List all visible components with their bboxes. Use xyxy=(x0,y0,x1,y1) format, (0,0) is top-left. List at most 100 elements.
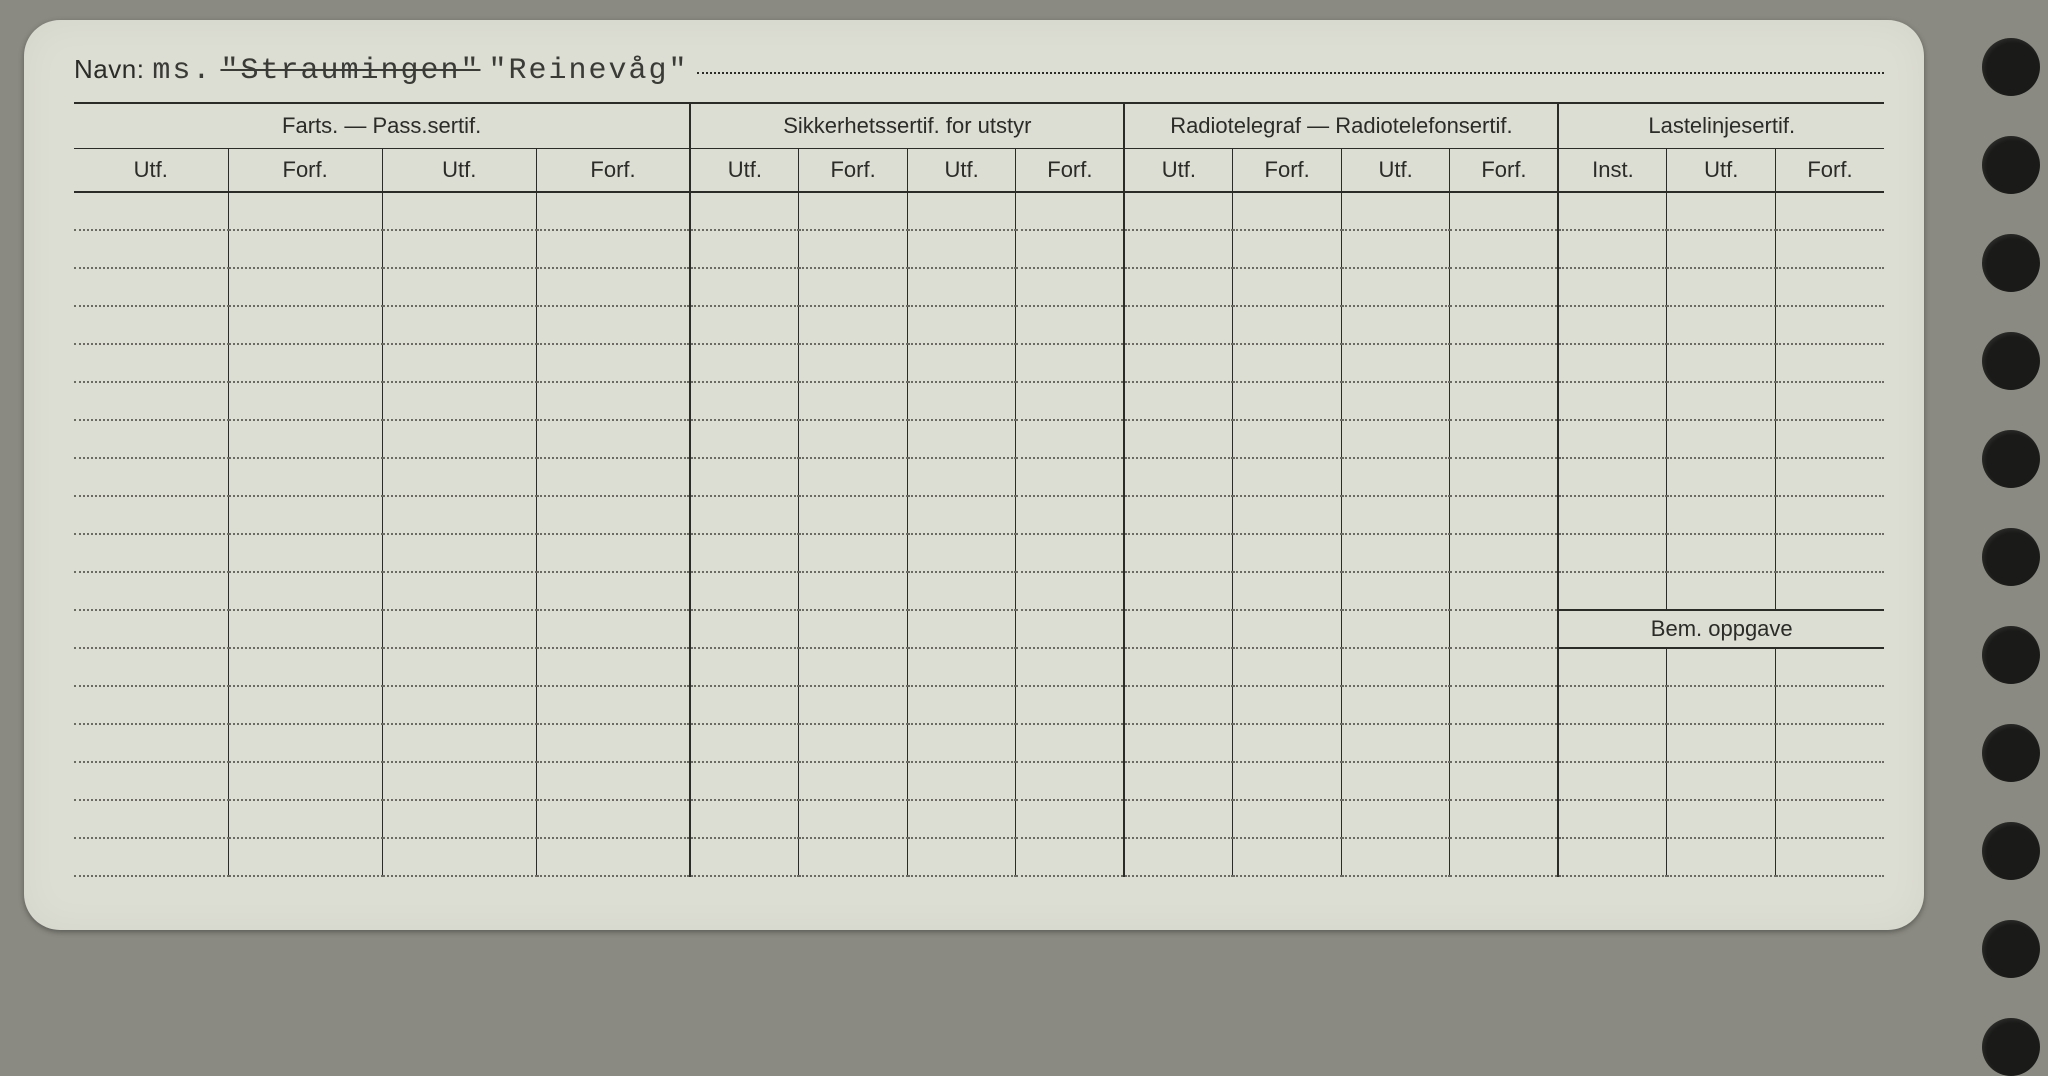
col-label: Utf. xyxy=(690,148,799,192)
table-cell xyxy=(74,762,228,800)
table-cell xyxy=(228,648,382,686)
table-cell xyxy=(1016,572,1125,610)
table-cell xyxy=(1341,800,1450,838)
table-cell xyxy=(1341,344,1450,382)
table-cell xyxy=(536,458,690,496)
table-cell xyxy=(1667,230,1776,268)
table-cell xyxy=(907,230,1016,268)
table-cell xyxy=(690,230,799,268)
table-row xyxy=(74,572,1884,610)
punch-hole xyxy=(1982,136,2040,194)
table-cell xyxy=(74,382,228,420)
table-cell xyxy=(907,648,1016,686)
table-cell xyxy=(1124,420,1233,458)
table-cell xyxy=(382,458,536,496)
table-cell xyxy=(1450,610,1559,648)
table-cell xyxy=(1016,648,1125,686)
table-row xyxy=(74,192,1884,230)
table-cell xyxy=(1124,800,1233,838)
table-cell xyxy=(1558,838,1667,876)
table-cell xyxy=(1016,686,1125,724)
col-label: Forf. xyxy=(799,148,908,192)
col-label: Utf. xyxy=(74,148,228,192)
table-cell xyxy=(1667,724,1776,762)
table-cell xyxy=(1124,686,1233,724)
table-cell xyxy=(907,838,1016,876)
table-cell xyxy=(1341,610,1450,648)
table-cell xyxy=(1341,572,1450,610)
table-cell xyxy=(1341,724,1450,762)
table-cell xyxy=(1124,572,1233,610)
table-cell xyxy=(690,458,799,496)
record-card: Navn: ms. "Straumingen" "Reinevåg" Farts… xyxy=(24,20,1924,930)
table-cell xyxy=(1667,800,1776,838)
table-cell xyxy=(382,306,536,344)
table-cell xyxy=(1341,762,1450,800)
certificate-table-wrap: Farts. — Pass.sertif. Sikkerhetssertif. … xyxy=(74,102,1884,877)
table-body: Bem. oppgave xyxy=(74,192,1884,876)
table-cell xyxy=(1233,534,1342,572)
table-cell xyxy=(228,458,382,496)
table-cell xyxy=(1016,800,1125,838)
table-cell xyxy=(690,838,799,876)
table-cell xyxy=(1016,306,1125,344)
table-cell xyxy=(1124,458,1233,496)
table-cell xyxy=(1450,648,1559,686)
table-cell xyxy=(1558,458,1667,496)
table-cell xyxy=(1016,458,1125,496)
table-cell xyxy=(1775,192,1884,230)
table-cell xyxy=(74,496,228,534)
table-cell xyxy=(1233,762,1342,800)
table-cell xyxy=(382,420,536,458)
table-cell xyxy=(536,230,690,268)
table-cell xyxy=(1341,306,1450,344)
table-cell xyxy=(1775,344,1884,382)
col-label: Utf. xyxy=(1341,148,1450,192)
table-cell xyxy=(690,382,799,420)
table-cell xyxy=(799,268,908,306)
table-cell xyxy=(690,306,799,344)
table-cell xyxy=(536,344,690,382)
table-cell xyxy=(690,686,799,724)
certificate-table: Farts. — Pass.sertif. Sikkerhetssertif. … xyxy=(74,104,1884,877)
col-label: Inst. xyxy=(1558,148,1667,192)
table-cell xyxy=(1558,800,1667,838)
table-cell xyxy=(536,800,690,838)
table-cell xyxy=(382,610,536,648)
table-cell xyxy=(74,458,228,496)
table-cell xyxy=(536,648,690,686)
table-cell xyxy=(799,382,908,420)
punch-hole xyxy=(1982,38,2040,96)
table-cell xyxy=(1341,268,1450,306)
table-cell xyxy=(1233,192,1342,230)
table-cell xyxy=(690,192,799,230)
table-cell xyxy=(1341,534,1450,572)
table-cell xyxy=(74,648,228,686)
col-label: Forf. xyxy=(1233,148,1342,192)
table-row xyxy=(74,724,1884,762)
table-cell xyxy=(228,838,382,876)
table-cell xyxy=(907,534,1016,572)
table-cell xyxy=(1124,762,1233,800)
table-cell xyxy=(1016,496,1125,534)
name-struck: "Straumingen" xyxy=(220,54,480,88)
table-cell xyxy=(1667,572,1776,610)
table-cell xyxy=(1558,420,1667,458)
table-cell xyxy=(907,800,1016,838)
table-cell xyxy=(1124,382,1233,420)
table-cell xyxy=(1775,686,1884,724)
table-cell xyxy=(382,648,536,686)
table-cell xyxy=(1775,306,1884,344)
group-header-row: Farts. — Pass.sertif. Sikkerhetssertif. … xyxy=(74,104,1884,148)
table-cell xyxy=(799,648,908,686)
table-cell xyxy=(228,268,382,306)
table-cell xyxy=(1667,496,1776,534)
table-row xyxy=(74,458,1884,496)
table-cell xyxy=(1667,192,1776,230)
table-cell xyxy=(1558,344,1667,382)
table-cell xyxy=(799,192,908,230)
table-cell xyxy=(228,230,382,268)
table-cell xyxy=(382,686,536,724)
table-cell xyxy=(1124,230,1233,268)
table-cell xyxy=(1450,838,1559,876)
